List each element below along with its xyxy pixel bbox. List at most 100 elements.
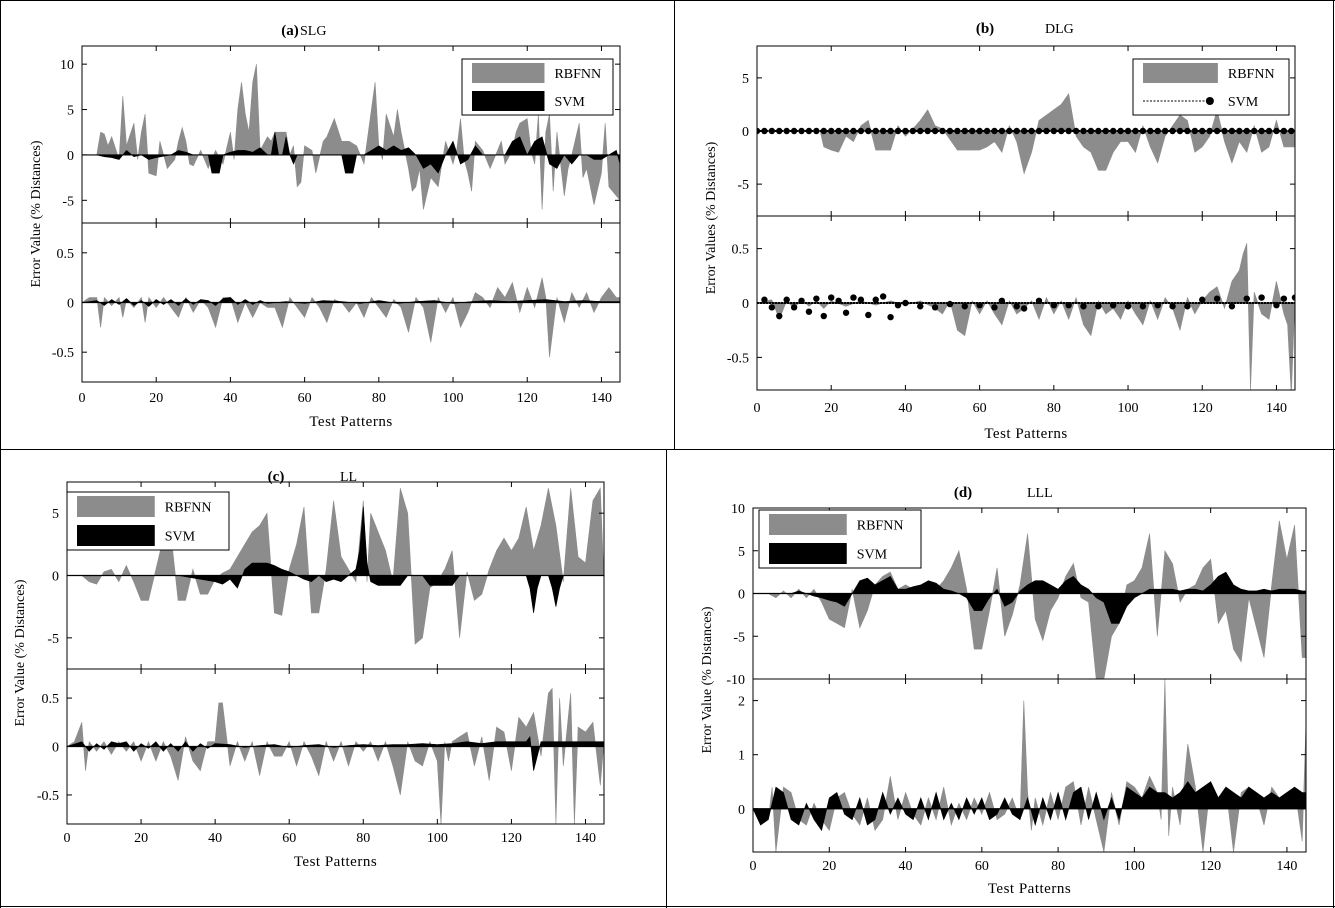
series-group-d-bot — [753, 679, 1306, 852]
xlabel-a: Test Patterns — [309, 414, 392, 430]
svm-marker — [931, 304, 939, 311]
svm-marker — [790, 304, 798, 311]
ytick-label-c-bot-1: 0 — [52, 741, 59, 756]
xtick-label-c-6: 120 — [501, 831, 522, 846]
svm-marker — [1020, 305, 1028, 312]
panel-c: (c) LL 5 0 -5 0.5 0 -0.5 0 20 40 60 80 100 120 140 Test … — [0, 450, 666, 908]
xtick-label-b-6: 120 — [1192, 401, 1213, 416]
chart-title-c: LL — [340, 470, 357, 485]
legend-swatch-svm-c — [77, 525, 155, 546]
xtick-label-b-0: 0 — [754, 401, 761, 416]
ytick-label-d-bot-2: 0 — [738, 803, 745, 818]
svm-marker — [768, 304, 776, 311]
panel-a: (a) SLG 10 5 0 -5 0.5 0 -0.5 0 20 40 60 80 100 120 140 Te… — [0, 0, 674, 449]
series-a-bot-rbfnn — [82, 277, 620, 358]
legend-label-rbfnn-b: RBFNN — [1228, 67, 1275, 82]
series-d-top-rbfnn — [753, 520, 1306, 679]
chart-c-svg: (c) LL 5 0 -5 0.5 0 -0.5 0 20 40 60 80 100 120 140 Test … — [13, 469, 605, 870]
legend-label-svm-a: SVM — [554, 95, 585, 110]
xtick-label-b-3: 60 — [973, 401, 987, 416]
series-c-bot-rbfnn — [67, 687, 604, 824]
svm-marker — [887, 313, 894, 321]
ytick-label-c-top-2: -5 — [47, 632, 59, 647]
series-b-bot-svm — [757, 293, 1295, 321]
ytick-label-c-bot-2: -0.5 — [37, 789, 59, 804]
vertical-divider-bottom — [666, 449, 667, 908]
xtick-label-d-0: 0 — [750, 859, 757, 874]
legend-marker-svm-b — [1205, 97, 1214, 105]
horizontal-divider — [0, 449, 1335, 450]
ytick-label-b-top-1: 0 — [742, 125, 749, 140]
ytick-label-a-bot-1: 0 — [67, 297, 74, 312]
svm-marker — [813, 295, 820, 302]
xtick-label-a-6: 120 — [517, 391, 538, 406]
chart-title-b: DLG — [1045, 22, 1074, 37]
ytick-label-d-top-3: -5 — [733, 630, 745, 645]
ytick-label-d-top-1: 5 — [738, 545, 745, 560]
svm-marker — [805, 308, 813, 315]
svm-marker — [872, 296, 879, 303]
svm-marker — [917, 303, 924, 310]
legend-swatch-rbfnn-b — [1143, 63, 1218, 83]
xtick-label-a-1: 20 — [149, 391, 163, 406]
ytick-label-d-top-2: 0 — [738, 588, 745, 603]
legend-swatch-svm-d — [769, 543, 847, 564]
plot-a-top: 10 5 0 -5 — [60, 45, 621, 224]
legend-c: RBFNN SVM — [66, 491, 230, 551]
plot-b-bot: 0.5 0 -0.5 — [727, 215, 1296, 391]
svm-marker — [1280, 295, 1288, 302]
svm-marker — [991, 304, 998, 311]
legend-label-rbfnn-a: RBFNN — [554, 67, 601, 82]
ytick-label-b-bot-1: 0 — [742, 297, 749, 312]
xtick-label-c-3: 60 — [282, 831, 296, 846]
xtick-label-c-2: 40 — [208, 831, 222, 846]
ytick-label-d-top-4: -10 — [726, 673, 745, 688]
ylabel-b: Error Values (% Distances) — [704, 141, 719, 294]
chart-a-svg: (a) SLG 10 5 0 -5 0.5 0 -0.5 0 20 40 60 80 100 120 140 Te… — [29, 23, 621, 430]
ytick-label-d-bot-0: 2 — [738, 695, 745, 710]
xtick-label-b-1: 20 — [824, 401, 838, 416]
ytick-label-a-bot-0: 0.5 — [57, 247, 75, 262]
plot-frame-d-bot — [752, 678, 1307, 853]
svm-marker — [1095, 303, 1102, 310]
ytick-label-c-bot-0: 0.5 — [42, 692, 60, 707]
legend-swatch-rbfnn-c — [77, 496, 155, 517]
plot-c-bot: 0.5 0 -0.5 — [37, 668, 605, 825]
series-d-bot-rbfnn — [753, 679, 1306, 852]
series-b-top-rbfnn — [757, 93, 1295, 175]
plot-d-bot: 2 1 0 — [738, 678, 1307, 853]
svm-marker — [828, 294, 835, 301]
outer-border-bottom — [0, 906, 1335, 907]
svm-marker — [761, 296, 768, 303]
svm-marker — [1139, 303, 1147, 310]
xtick-label-c-7: 140 — [575, 831, 596, 846]
xtick-label-a-0: 0 — [79, 391, 86, 406]
vertical-divider-top — [674, 0, 675, 449]
xtick-label-c-4: 80 — [356, 831, 370, 846]
xtick-label-a-4: 80 — [372, 391, 386, 406]
svm-marker — [857, 296, 865, 303]
svm-marker — [776, 312, 783, 320]
svm-marker — [1013, 303, 1020, 310]
svm-marker — [1228, 303, 1236, 310]
legend-swatch-rbfnn-a — [472, 63, 545, 83]
svm-marker — [879, 293, 887, 300]
svm-marker — [820, 312, 827, 320]
chart-title-d: LLL — [1027, 486, 1053, 501]
legend-label-rbfnn-d: RBFNN — [857, 519, 904, 534]
series-a-top-rbfnn — [82, 64, 620, 210]
outer-border-right — [1333, 0, 1334, 908]
xtick-label-c-0: 0 — [64, 831, 71, 846]
series-d-top-svm — [753, 571, 1306, 624]
svm-marker — [961, 303, 968, 310]
ylabel-a: Error Value (% Distances) — [29, 140, 44, 287]
series-group-a-bot — [82, 277, 620, 358]
legend-b: RBFNN SVM — [1132, 58, 1290, 116]
svm-marker — [1080, 303, 1087, 310]
svm-marker — [1258, 294, 1265, 301]
svm-marker — [1169, 303, 1176, 310]
outer-border-top — [0, 0, 1335, 1]
plot-c-top: 5 0 -5 — [47, 481, 605, 670]
